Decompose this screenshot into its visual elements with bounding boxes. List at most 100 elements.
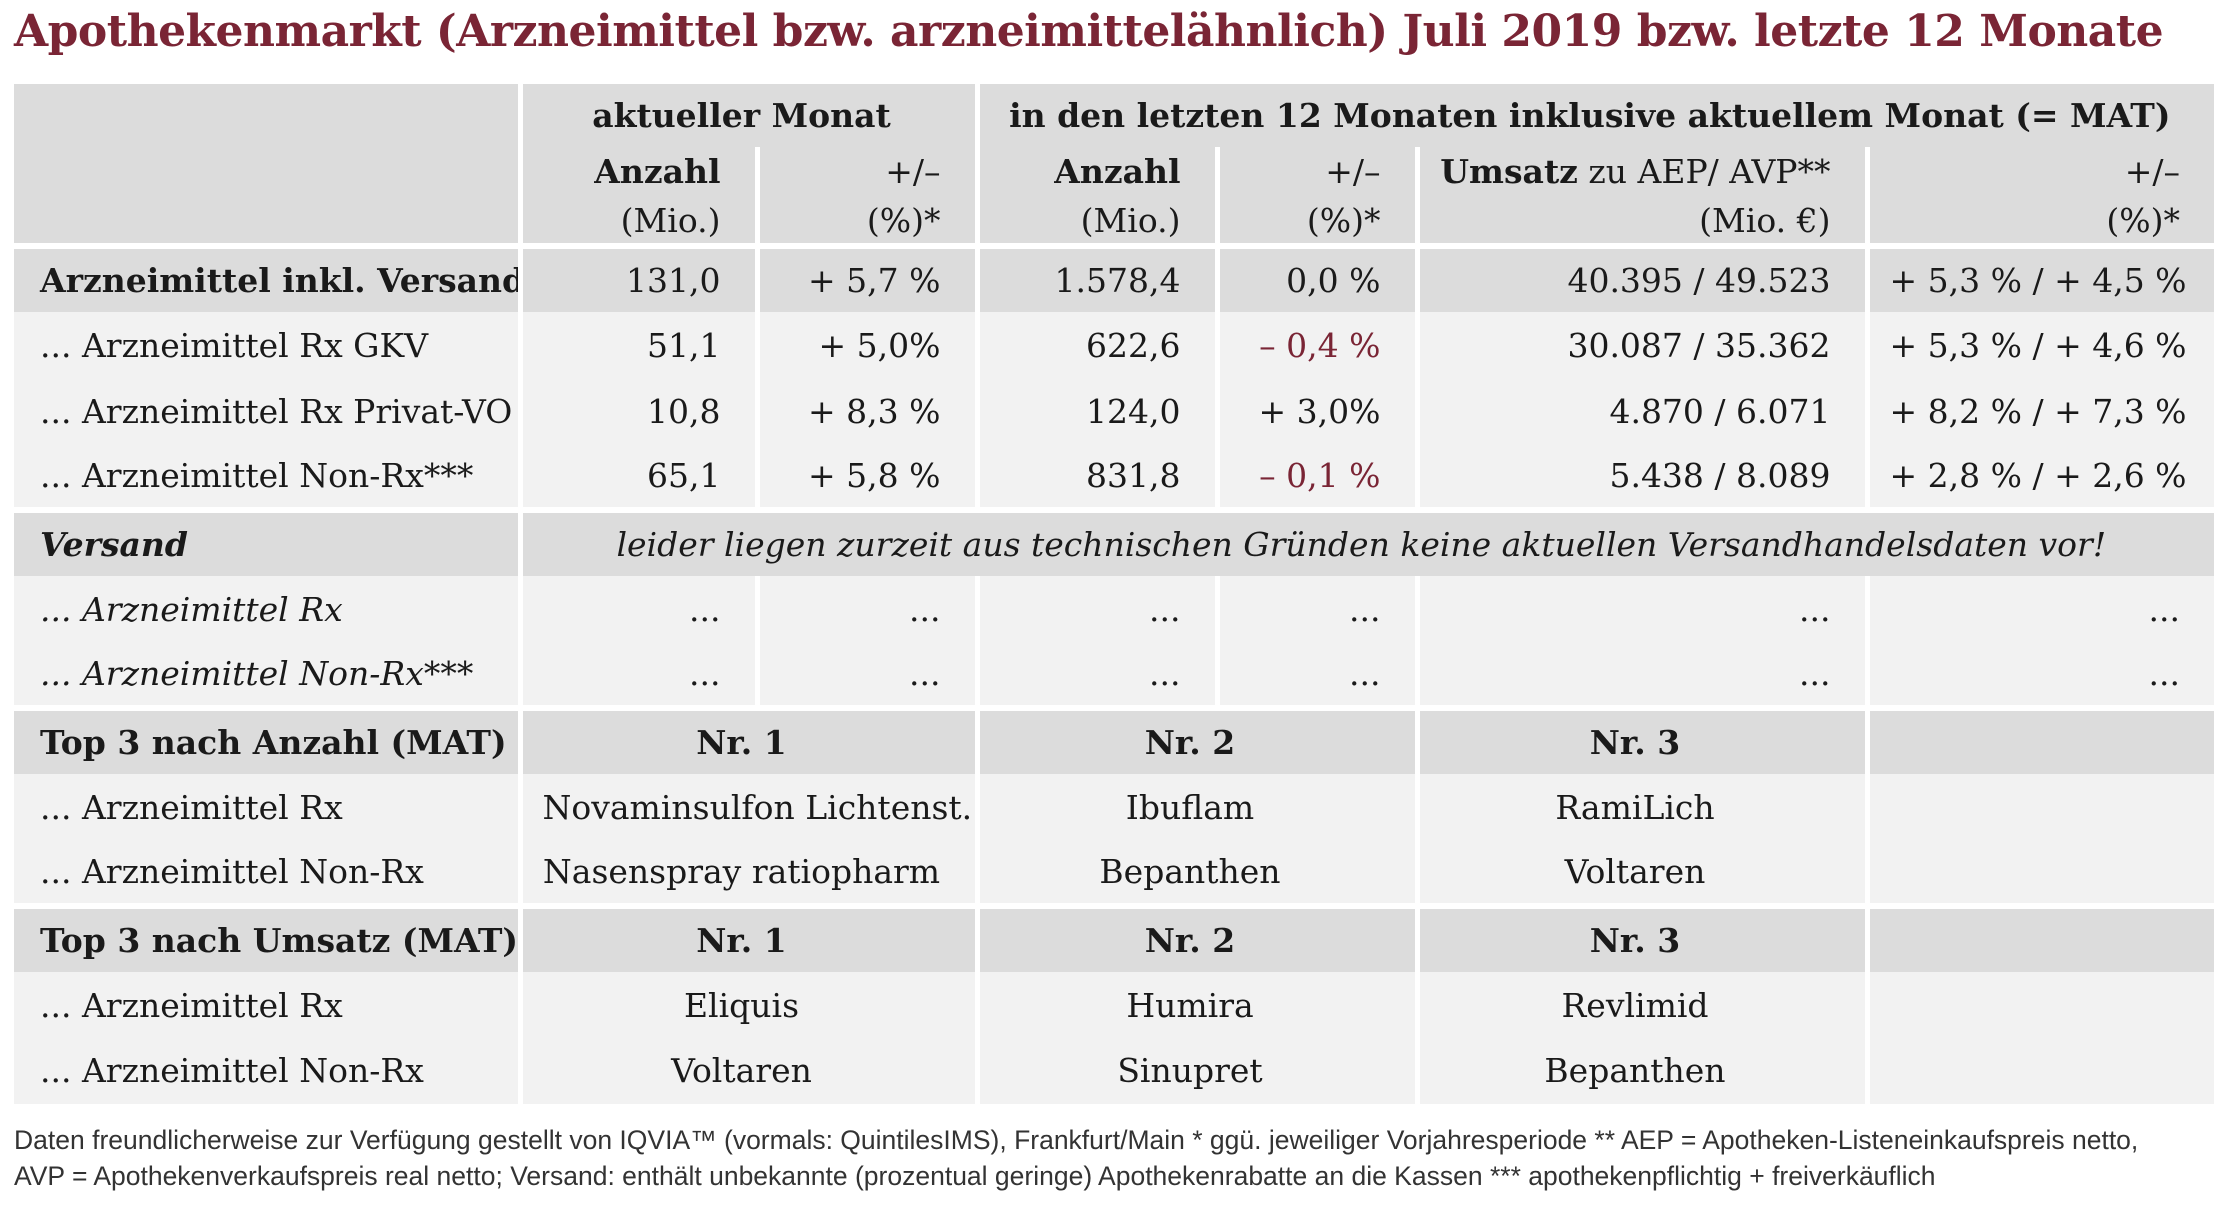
cell-placeholder: ... xyxy=(1214,642,1417,709)
rank-3-header: Nr. 3 xyxy=(1414,705,1867,775)
header-umsatz-rest: zu AEP/ AVP** xyxy=(1577,152,1831,192)
cell-anzahl: 51,1 xyxy=(517,312,757,379)
rank-1-header: Nr. 1 xyxy=(517,705,977,775)
cell-placeholder: ... xyxy=(1864,642,2215,709)
footnote-line-1: Daten freundlicherweise zur Verfügung ge… xyxy=(14,1125,2139,1155)
cell-mat-anzahl: 124,0 xyxy=(974,378,1217,445)
header-group-row: aktueller Monat in den letzten 12 Monate… xyxy=(14,84,2215,147)
row-label: Top 3 nach Anzahl (MAT) xyxy=(14,705,520,775)
rank-2-product: Sinupret xyxy=(974,1037,1417,1104)
row-label: Versand xyxy=(14,507,520,577)
cell-placeholder: ... xyxy=(1414,576,1867,643)
rank-2-product: Humira xyxy=(974,972,1417,1038)
header-row-2: (Mio.) (%)* (Mio.) (%)* (Mio. €) (%)* xyxy=(14,196,2215,247)
footnote-line-2: AVP = Apothekenverkaufspreis real netto;… xyxy=(14,1161,1936,1191)
header-mat-plusminus: +/– xyxy=(1214,146,1417,197)
row-label: ... Arzneimittel Rx Privat-VO xyxy=(14,378,520,445)
cell-mat-pct: – 0,4 % xyxy=(1214,312,1417,379)
table-row: ... Arzneimittel Rx Novaminsulfon Lichte… xyxy=(14,774,2215,841)
rank-2-product: Bepanthen xyxy=(974,840,1417,907)
cell-placeholder: ... xyxy=(754,576,977,643)
table-row: ... Arzneimittel Rx GKV 51,1 + 5,0% 622,… xyxy=(14,312,2215,379)
header-mat-mio: (Mio.) xyxy=(974,196,1217,247)
header-mat: in den letzten 12 Monaten inklusive aktu… xyxy=(974,84,2215,147)
cell-umsatz-pct: + 5,3 % / + 4,5 % xyxy=(1864,243,2215,313)
table-row: ... Arzneimittel Non-Rx*** 65,1 + 5,8 % … xyxy=(14,444,2215,511)
rank-1-product: Novaminsulfon Lichtenst. xyxy=(517,774,977,841)
cell-pct: + 5,7 % xyxy=(754,243,977,313)
row-label: ... Arzneimittel Rx xyxy=(14,774,520,841)
cell-placeholder: ... xyxy=(974,576,1217,643)
empty-cell xyxy=(1864,774,2215,841)
rank-2-header: Nr. 2 xyxy=(974,903,1417,973)
header-mio: (Mio.) xyxy=(517,196,757,247)
row-label: ... Arzneimittel Rx GKV xyxy=(14,312,520,379)
header-mio-eur: (Mio. €) xyxy=(1414,196,1867,247)
table-row: ... Arzneimittel Rx Privat-VO 10,8 + 8,3… xyxy=(14,378,2215,445)
header-umsatz-plusminus: +/– xyxy=(1864,146,2215,197)
table-row: Arzneimittel inkl. Versand 131,0 + 5,7 %… xyxy=(14,243,2215,313)
table-row: ... Arzneimittel Non-Rx Voltaren Sinupre… xyxy=(14,1037,2215,1104)
cell-mat-pct: + 3,0% xyxy=(1214,378,1417,445)
header-current-month: aktueller Monat xyxy=(517,84,977,147)
cell-mat-anzahl: 1.578,4 xyxy=(974,243,1217,313)
cell-placeholder: ... xyxy=(974,642,1217,709)
top-umsatz-header-row: Top 3 nach Umsatz (MAT) Nr. 1 Nr. 2 Nr. … xyxy=(14,903,2215,973)
header-umsatz: Umsatz zu AEP/ AVP** xyxy=(1414,146,1867,197)
footnote: Daten freundlicherweise zur Verfügung ge… xyxy=(14,1122,2224,1194)
row-label: ... Arzneimittel Non-Rx xyxy=(14,840,520,907)
rank-3-product: Bepanthen xyxy=(1414,1037,1867,1104)
rank-1-product: Nasenspray ratiopharm xyxy=(517,840,977,907)
table-row: ... Arzneimittel Non-Rx*** ... ... ... .… xyxy=(14,642,2215,709)
header-mat-pct: (%)* xyxy=(1214,196,1417,247)
empty-cell xyxy=(1864,903,2215,973)
cell-umsatz: 40.395 / 49.523 xyxy=(1414,243,1867,313)
header-empty xyxy=(14,84,520,147)
row-label: Arzneimittel inkl. Versand xyxy=(14,243,520,313)
row-label: ... Arzneimittel Non-Rx*** xyxy=(14,444,520,511)
header-mat-anzahl: Anzahl xyxy=(974,146,1217,197)
table-row: ... Arzneimittel Rx ... ... ... ... ... … xyxy=(14,576,2215,643)
empty-cell xyxy=(1864,972,2215,1038)
rank-3-product: RamiLich xyxy=(1414,774,1867,841)
cell-mat-anzahl: 622,6 xyxy=(974,312,1217,379)
row-label: ... Arzneimittel Non-Rx*** xyxy=(14,642,520,709)
cell-mat-anzahl: 831,8 xyxy=(974,444,1217,511)
versand-row: Versand leider liegen zurzeit aus techni… xyxy=(14,507,2215,577)
header-anzahl: Anzahl xyxy=(517,146,757,197)
cell-anzahl: 10,8 xyxy=(517,378,757,445)
rank-1-product: Voltaren xyxy=(517,1037,977,1104)
cell-umsatz-pct: + 8,2 % / + 7,3 % xyxy=(1864,378,2215,445)
cell-placeholder: ... xyxy=(1414,642,1867,709)
cell-placeholder: ... xyxy=(517,642,757,709)
cell-mat-pct: – 0,1 % xyxy=(1214,444,1417,511)
empty-cell xyxy=(1864,1037,2215,1104)
cell-mat-pct: 0,0 % xyxy=(1214,243,1417,313)
header-umsatz-bold: Umsatz xyxy=(1440,152,1578,192)
pharmacy-market-table: aktueller Monat in den letzten 12 Monate… xyxy=(14,84,2215,1104)
cell-placeholder: ... xyxy=(754,642,977,709)
header-plusminus: +/– xyxy=(754,146,977,197)
header-pct: (%)* xyxy=(754,196,977,247)
cell-pct: + 5,0% xyxy=(754,312,977,379)
rank-3-product: Revlimid xyxy=(1414,972,1867,1038)
row-label: ... Arzneimittel Non-Rx xyxy=(14,1037,520,1104)
cell-placeholder: ... xyxy=(1864,576,2215,643)
header-empty xyxy=(14,146,520,197)
header-row-1: Anzahl +/– Anzahl +/– Umsatz zu AEP/ AVP… xyxy=(14,146,2215,197)
row-label: ... Arzneimittel Rx xyxy=(14,972,520,1038)
rank-1-header: Nr. 1 xyxy=(517,903,977,973)
empty-cell xyxy=(1864,840,2215,907)
cell-umsatz-pct: + 2,8 % / + 2,6 % xyxy=(1864,444,2215,511)
versand-notice: leider liegen zurzeit aus technischen Gr… xyxy=(517,507,2215,577)
cell-pct: + 5,8 % xyxy=(754,444,977,511)
rank-2-product: Ibuflam xyxy=(974,774,1417,841)
cell-umsatz-pct: + 5,3 % / + 4,6 % xyxy=(1864,312,2215,379)
cell-pct: + 8,3 % xyxy=(754,378,977,445)
row-label: ... Arzneimittel Rx xyxy=(14,576,520,643)
top-anzahl-header-row: Top 3 nach Anzahl (MAT) Nr. 1 Nr. 2 Nr. … xyxy=(14,705,2215,775)
header-empty xyxy=(14,196,520,247)
table-row: ... Arzneimittel Non-Rx Nasenspray ratio… xyxy=(14,840,2215,907)
cell-umsatz: 4.870 / 6.071 xyxy=(1414,378,1867,445)
header-umsatz-pct: (%)* xyxy=(1864,196,2215,247)
